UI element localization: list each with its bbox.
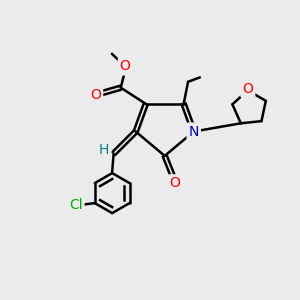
Text: N: N xyxy=(188,124,199,139)
Text: O: O xyxy=(120,59,130,74)
Text: O: O xyxy=(242,82,253,96)
Text: O: O xyxy=(169,176,181,190)
Text: H: H xyxy=(99,143,110,157)
Text: Cl: Cl xyxy=(69,198,82,212)
Text: O: O xyxy=(90,88,101,102)
